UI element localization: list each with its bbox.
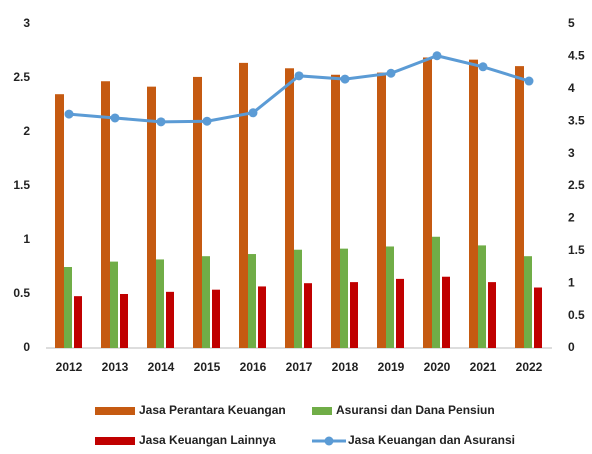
bar bbox=[64, 267, 72, 348]
legend-label: Jasa Keuangan dan Asuransi bbox=[348, 433, 515, 447]
bar bbox=[294, 249, 302, 348]
y2-tick-label: 5 bbox=[568, 16, 575, 30]
legend-swatch bbox=[312, 407, 332, 415]
bar bbox=[488, 282, 496, 348]
line bbox=[68, 54, 530, 124]
marker bbox=[248, 108, 258, 118]
bar bbox=[258, 286, 266, 348]
bar bbox=[340, 248, 348, 348]
bar bbox=[350, 282, 358, 348]
bar bbox=[331, 74, 340, 348]
bar bbox=[285, 68, 294, 348]
bar bbox=[432, 236, 440, 348]
legend-swatch bbox=[95, 437, 135, 445]
y-tick-label: 3 bbox=[23, 16, 30, 30]
bar bbox=[469, 59, 478, 348]
bar bbox=[147, 86, 156, 348]
legend-label: Asuransi dan Dana Pensiun bbox=[336, 403, 495, 417]
y-tick-label: 0.5 bbox=[13, 286, 30, 300]
bar bbox=[386, 246, 394, 348]
marker bbox=[478, 62, 488, 72]
bar bbox=[248, 254, 256, 348]
bar bbox=[110, 261, 118, 348]
y-tick-label: 0 bbox=[23, 340, 30, 354]
legend-swatch bbox=[324, 436, 334, 446]
x-tick-label: 2017 bbox=[286, 360, 313, 374]
bar bbox=[534, 287, 542, 348]
x-tick-label: 2018 bbox=[332, 360, 359, 374]
x-tick-label: 2013 bbox=[102, 360, 129, 374]
y2-tick-label: 0.5 bbox=[568, 308, 585, 322]
y2-tick-label: 0 bbox=[568, 340, 575, 354]
marker bbox=[524, 76, 534, 86]
marker bbox=[386, 68, 396, 78]
y-tick-label: 1.5 bbox=[13, 178, 30, 192]
bar bbox=[377, 72, 386, 348]
y2-tick-label: 3.5 bbox=[568, 113, 585, 127]
bar bbox=[55, 94, 64, 348]
y-tick-label: 2.5 bbox=[13, 70, 30, 84]
x-tick-label: 2014 bbox=[148, 360, 175, 374]
marker bbox=[64, 109, 74, 119]
y2-tick-label: 2 bbox=[568, 211, 575, 225]
marker bbox=[156, 117, 166, 127]
marker bbox=[432, 51, 442, 61]
bar bbox=[478, 245, 486, 348]
bar bbox=[396, 278, 404, 348]
x-tick-label: 2012 bbox=[56, 360, 83, 374]
bar bbox=[74, 296, 82, 348]
y-tick-label: 1 bbox=[23, 232, 30, 246]
bar bbox=[212, 289, 220, 348]
bar bbox=[156, 259, 164, 348]
legend-label: Jasa Keuangan Lainnya bbox=[139, 433, 276, 447]
x-tick-label: 2015 bbox=[194, 360, 221, 374]
y-tick-label: 2 bbox=[23, 124, 30, 138]
y2-tick-label: 1 bbox=[568, 275, 575, 289]
bar bbox=[101, 81, 110, 349]
x-tick-label: 2016 bbox=[240, 360, 267, 374]
bar bbox=[524, 256, 532, 348]
y2-tick-label: 1.5 bbox=[568, 243, 585, 257]
x-tick-label: 2021 bbox=[470, 360, 497, 374]
bar bbox=[193, 76, 202, 349]
marker bbox=[340, 74, 350, 84]
y2-tick-label: 4 bbox=[568, 81, 575, 95]
marker bbox=[294, 71, 304, 81]
x-tick-label: 2020 bbox=[424, 360, 451, 374]
y2-tick-label: 2.5 bbox=[568, 178, 585, 192]
y2-tick-label: 3 bbox=[568, 146, 575, 160]
bar bbox=[304, 283, 312, 348]
bar bbox=[423, 57, 432, 348]
bar bbox=[166, 291, 174, 348]
marker bbox=[202, 116, 212, 126]
x-tick-label: 2019 bbox=[378, 360, 405, 374]
bar bbox=[515, 66, 524, 349]
bar bbox=[120, 294, 128, 348]
bar bbox=[239, 62, 248, 348]
bar bbox=[202, 256, 210, 348]
legend-label: Jasa Perantara Keuangan bbox=[139, 403, 286, 417]
legend-swatch bbox=[95, 407, 135, 415]
y2-tick-label: 4.5 bbox=[568, 49, 585, 63]
x-tick-label: 2022 bbox=[516, 360, 543, 374]
marker bbox=[110, 113, 120, 123]
bar bbox=[442, 276, 450, 348]
